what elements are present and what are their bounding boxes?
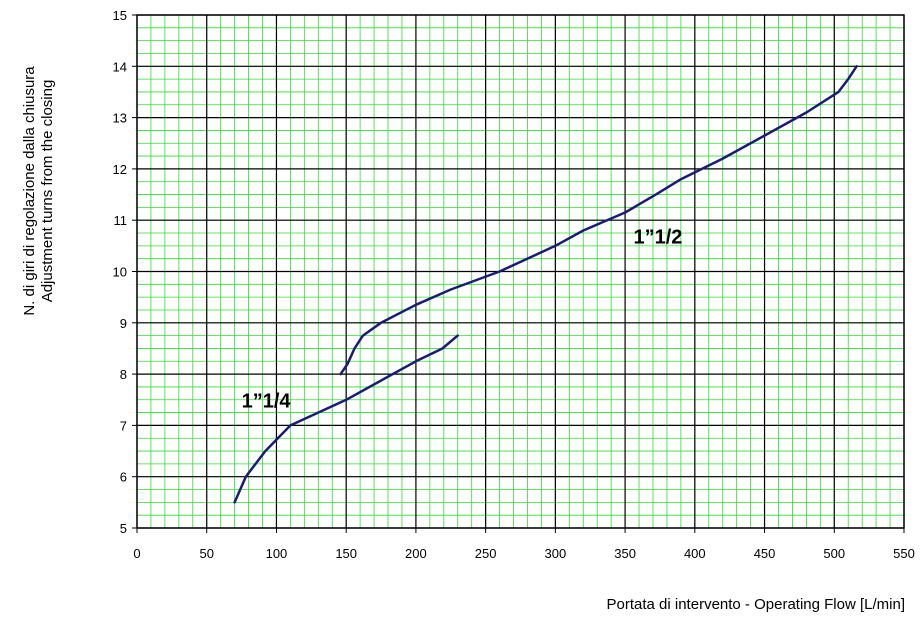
y-axis-title: N. di giri di regolazione dalla chiusura… bbox=[21, 66, 56, 316]
y-axis-title-line-2: Adjustment turns from the closing bbox=[39, 80, 56, 303]
y-tick-label: 6 bbox=[120, 470, 127, 485]
x-tick-label: 500 bbox=[823, 546, 845, 561]
y-tick-label: 15 bbox=[113, 8, 127, 23]
x-tick-label: 200 bbox=[405, 546, 427, 561]
x-tick-label: 0 bbox=[133, 546, 140, 561]
series-annotations: 1”1/4 1”1/2 bbox=[242, 226, 683, 412]
x-axis-title: Portata di intervento - Operating Flow [… bbox=[607, 596, 905, 613]
x-axis-ticks: 0 50 100 150 200 250 300 350 400 450 500 550 bbox=[133, 528, 915, 561]
x-tick-label: 250 bbox=[475, 546, 497, 561]
x-tick-label: 400 bbox=[684, 546, 706, 561]
x-tick-label: 450 bbox=[754, 546, 776, 561]
y-axis-title-line-1: N. di giri di regolazione dalla chiusura bbox=[21, 66, 38, 316]
series-annotation-2: 1”1/2 bbox=[633, 226, 682, 248]
y-tick-label: 9 bbox=[120, 316, 127, 331]
y-axis-ticks: 5 6 7 8 9 10 11 12 13 14 15 bbox=[113, 8, 137, 536]
major-grid bbox=[136, 14, 905, 529]
series-annotation-1: 1”1/4 bbox=[242, 390, 292, 412]
x-tick-label: 350 bbox=[614, 546, 636, 561]
x-tick-label: 50 bbox=[199, 546, 213, 561]
y-tick-label: 5 bbox=[120, 521, 127, 536]
series-lines bbox=[233, 65, 858, 504]
y-tick-label: 13 bbox=[113, 111, 127, 126]
series-line-1 bbox=[233, 334, 459, 504]
y-tick-label: 14 bbox=[113, 59, 127, 74]
y-tick-label: 12 bbox=[113, 162, 127, 177]
x-tick-label: 550 bbox=[893, 546, 915, 561]
y-tick-label: 11 bbox=[114, 213, 128, 228]
x-tick-label: 150 bbox=[335, 546, 357, 561]
series-line-2 bbox=[339, 65, 858, 376]
y-tick-label: 8 bbox=[120, 367, 127, 382]
y-tick-label: 7 bbox=[120, 418, 127, 433]
x-tick-label: 300 bbox=[545, 546, 567, 561]
y-tick-label: 10 bbox=[113, 265, 127, 280]
x-tick-label: 100 bbox=[266, 546, 288, 561]
